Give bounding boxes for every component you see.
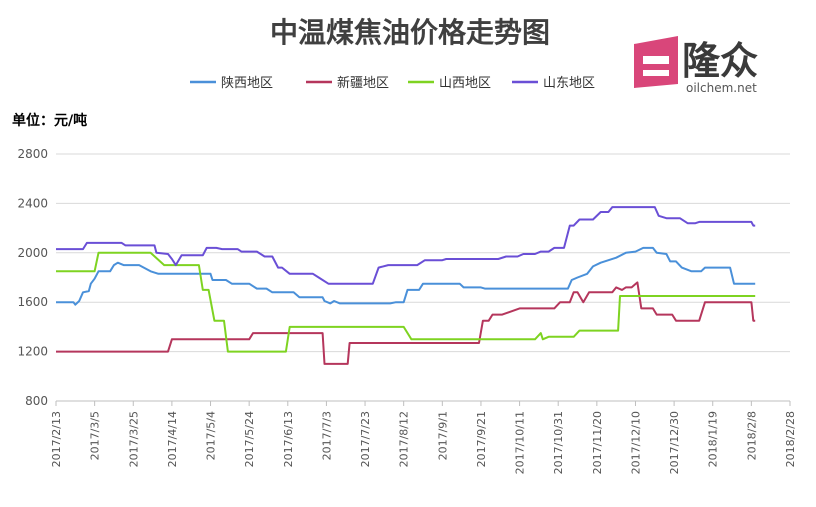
x-tick-label: 2017/4/14 <box>166 411 179 467</box>
y-tick-label: 1600 <box>17 295 48 309</box>
x-tick-label: 2017/9/21 <box>475 411 488 467</box>
oilchem-logo: 隆众 oilchem.net <box>634 36 758 95</box>
series-line-3 <box>56 251 756 353</box>
series-line-2 <box>56 281 756 365</box>
x-axis: 2017/2/13 2017/3/5 2017/3/25 2017/4/14 2017/… <box>50 401 797 474</box>
y-tick-label: 2000 <box>17 246 48 260</box>
legend-label: 山东地区 <box>543 76 595 91</box>
unit-label: 单位：元/吨 <box>12 112 87 129</box>
x-tick-label: 2017/12/10 <box>629 411 642 474</box>
x-tick-label: 2018/1/19 <box>707 411 720 467</box>
logo-text: 隆众 <box>682 39 758 83</box>
x-tick-label: 2017/9/1 <box>436 411 449 460</box>
logo-emblem-slot <box>643 70 669 76</box>
y-tick-label: 1200 <box>17 345 48 359</box>
x-tick-label: 2017/12/30 <box>668 411 681 474</box>
legend-label: 山西地区 <box>439 76 491 91</box>
legend-label: 陕西地区 <box>221 76 273 91</box>
logo-site: oilchem.net <box>686 81 757 95</box>
grid-lines <box>56 153 790 402</box>
legend: 陕西地区 新疆地区 山西地区 山东地区 <box>190 75 595 91</box>
x-tick-label: 2017/5/24 <box>243 411 256 467</box>
x-tick-label: 2017/7/23 <box>359 411 372 467</box>
series-group <box>56 206 756 365</box>
y-axis: 800 1200 1600 2000 2400 2800 <box>17 147 48 408</box>
y-tick-label: 2800 <box>17 147 48 161</box>
x-tick-label: 2017/7/3 <box>320 411 333 460</box>
x-tick-label: 2017/2/13 <box>50 411 63 467</box>
x-tick-label: 2018/2/8 <box>745 411 758 460</box>
series-line-4 <box>56 206 756 285</box>
x-tick-label: 2017/6/13 <box>282 411 295 467</box>
x-tick-label: 2017/11/20 <box>591 411 604 474</box>
chart-title: 中温煤焦油价格走势图 <box>270 16 550 49</box>
x-tick-label: 2018/2/28 <box>784 411 797 467</box>
x-tick-label: 2017/5/4 <box>205 411 218 460</box>
x-tick-label: 2017/3/25 <box>127 411 140 467</box>
legend-label: 新疆地区 <box>337 75 389 91</box>
x-tick-label: 2017/10/31 <box>552 411 565 474</box>
y-tick-label: 2400 <box>17 196 48 210</box>
series-line-1 <box>56 246 756 306</box>
x-tick-label: 2017/10/11 <box>514 411 527 474</box>
x-tick-label: 2017/8/12 <box>398 411 411 467</box>
logo-emblem-slot <box>643 56 669 64</box>
y-tick-label: 800 <box>25 394 48 408</box>
x-tick-label: 2017/3/5 <box>89 411 102 460</box>
